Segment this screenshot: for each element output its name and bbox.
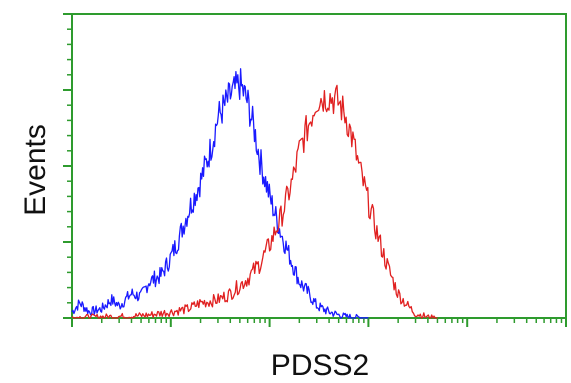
x-axis-label: PDSS2 — [270, 349, 370, 382]
x-axis-ticks — [71, 318, 567, 327]
y-axis-label: Events — [19, 124, 52, 216]
y-axis-ticks — [63, 13, 72, 319]
series-line-red — [71, 84, 438, 319]
plot-frame — [71, 13, 567, 319]
series-group — [71, 68, 438, 319]
series-line-blue — [71, 68, 369, 319]
